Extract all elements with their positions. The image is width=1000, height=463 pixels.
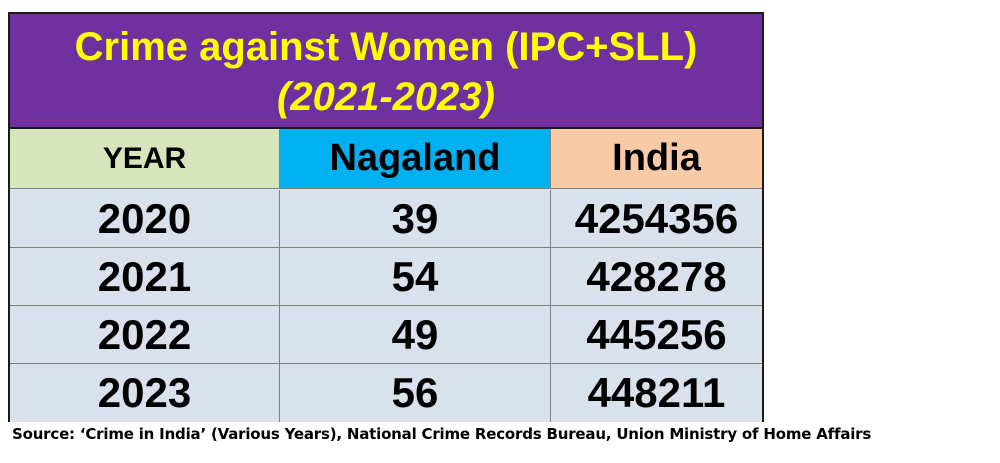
crime-table: Crime against Women (IPC+SLL) (2021-2023… xyxy=(8,12,764,422)
cell-india: 448211 xyxy=(551,364,762,422)
header-year: YEAR xyxy=(10,129,280,188)
cell-india: 4254356 xyxy=(551,190,762,247)
cell-nagaland: 56 xyxy=(280,364,551,422)
cell-india: 445256 xyxy=(551,306,762,363)
source-note: Source: ‘Crime in India’ (Various Years)… xyxy=(12,425,872,443)
cell-nagaland: 39 xyxy=(280,190,551,247)
table-row: 2020 39 4254356 xyxy=(10,190,762,248)
table-row: 2023 56 448211 xyxy=(10,364,762,422)
table-header-row: YEAR Nagaland India xyxy=(10,129,762,189)
cell-year: 2021 xyxy=(10,248,280,305)
table-row: 2022 49 445256 xyxy=(10,306,762,364)
table-row: 2021 54 428278 xyxy=(10,248,762,306)
cell-year: 2020 xyxy=(10,190,280,247)
table-title-block: Crime against Women (IPC+SLL) (2021-2023… xyxy=(10,14,762,129)
table-subtitle-years: (2021-2023) xyxy=(277,75,495,119)
table-title: Crime against Women (IPC+SLL) xyxy=(74,25,698,69)
header-india: India xyxy=(551,129,762,188)
cell-year: 2023 xyxy=(10,364,280,422)
cell-year: 2022 xyxy=(10,306,280,363)
cell-india: 428278 xyxy=(551,248,762,305)
cell-nagaland: 49 xyxy=(280,306,551,363)
header-nagaland: Nagaland xyxy=(280,129,551,188)
cell-nagaland: 54 xyxy=(280,248,551,305)
